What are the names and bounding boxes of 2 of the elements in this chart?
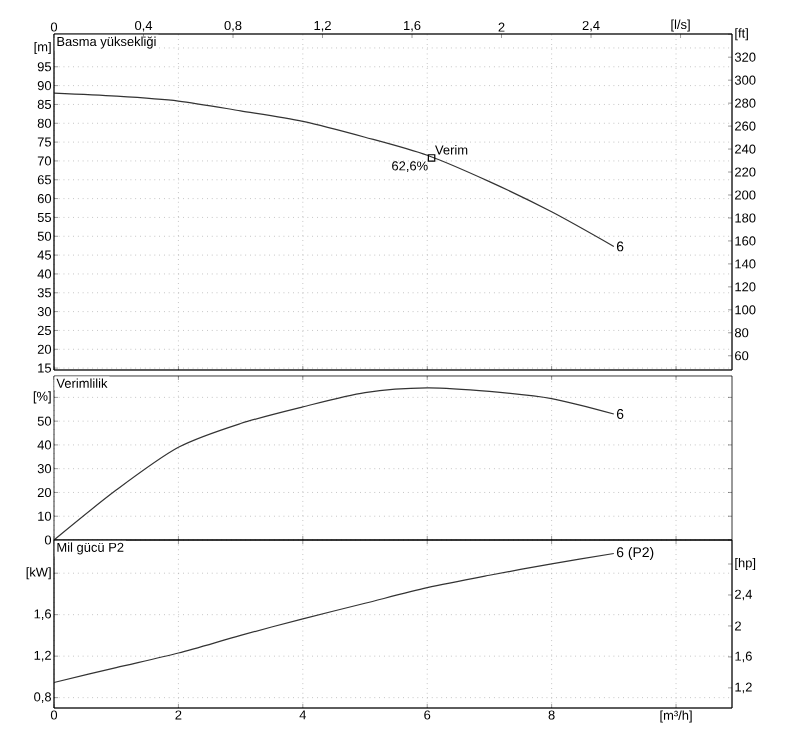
line-series <box>53 552 615 684</box>
line-series <box>53 92 615 248</box>
